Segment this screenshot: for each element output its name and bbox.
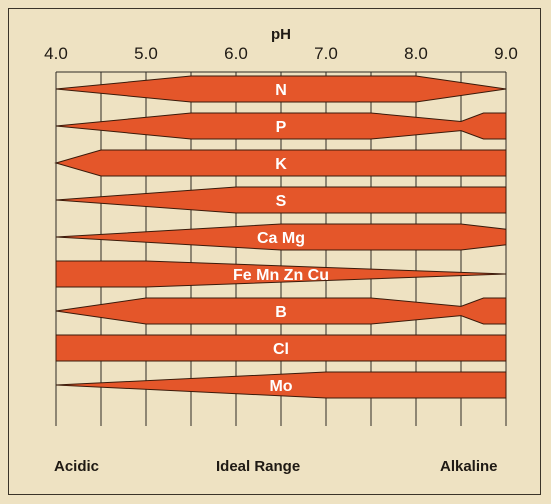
alkaline-label: Alkaline bbox=[440, 458, 498, 475]
axis-tick-label: 9.0 bbox=[494, 44, 518, 63]
axis-title: pH bbox=[271, 26, 291, 43]
nutrient-label: Mo bbox=[269, 378, 292, 395]
nutrient-band bbox=[55, 260, 507, 288]
nutrient-band bbox=[55, 297, 507, 325]
nutrient-band bbox=[55, 75, 507, 103]
nutrient-label: Cl bbox=[273, 341, 289, 358]
nutrient-band bbox=[55, 112, 507, 140]
axis-tick-label: 6.0 bbox=[224, 44, 248, 63]
nutrient-label: Fe Mn Zn Cu bbox=[233, 267, 329, 284]
nutrient-label: B bbox=[275, 304, 287, 321]
nutrient-band bbox=[55, 186, 507, 214]
diagram-frame bbox=[8, 8, 541, 495]
nutrient-label: K bbox=[275, 156, 287, 173]
ideal-range-label: Ideal Range bbox=[216, 458, 301, 475]
nutrient-label: P bbox=[276, 119, 287, 136]
axis-tick-label: 8.0 bbox=[404, 44, 428, 63]
nutrient-band bbox=[54, 149, 507, 177]
nutrient-band bbox=[55, 334, 507, 362]
axis-tick-label: 4.0 bbox=[44, 44, 68, 63]
nutrient-label: S bbox=[276, 193, 287, 210]
nutrient-band bbox=[55, 371, 507, 399]
nutrient-label: N bbox=[275, 82, 287, 99]
axis-tick-label: 5.0 bbox=[134, 44, 158, 63]
acidic-label: Acidic bbox=[54, 458, 100, 475]
nutrient-label: Ca Mg bbox=[257, 230, 305, 247]
nutrient-band bbox=[55, 223, 507, 251]
axis-tick-label: 7.0 bbox=[314, 44, 338, 63]
